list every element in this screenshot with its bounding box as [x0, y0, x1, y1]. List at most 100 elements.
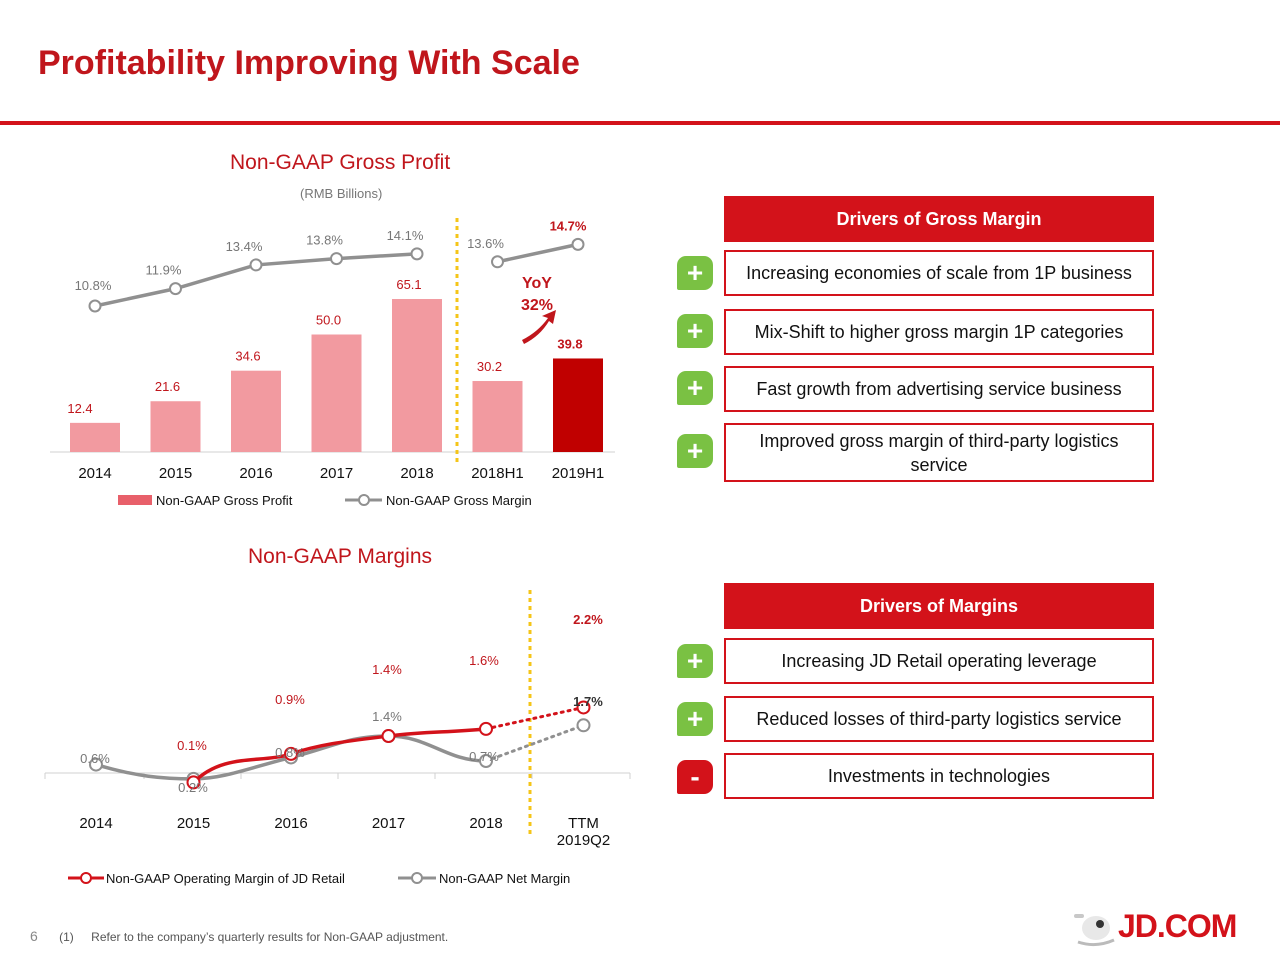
- gross-margin-driver-2: Mix-Shift to higher gross margin 1P cate…: [724, 309, 1154, 355]
- x-tick-label: 2017: [320, 465, 353, 482]
- gross-margin-driver-4: Improved gross margin of third-party log…: [724, 423, 1154, 482]
- bar-value-label: 65.1: [396, 277, 421, 292]
- operating-margin-label: 1.4%: [372, 662, 402, 677]
- page-number: 6: [30, 928, 38, 944]
- jd-logo: JD.COM: [1118, 908, 1237, 944]
- operating-margin-line: [192, 727, 487, 784]
- operating-margin-label: 1.6%: [469, 653, 499, 668]
- gross-margin-point: [88, 299, 102, 313]
- bar-value-label: 12.4: [67, 401, 92, 416]
- footnote: 6 (1) Refer to the company’s quarterly r…: [30, 928, 448, 944]
- gross-profit-chart: 12.4 2014 21.6 2015 34.6 2016 50.0 2017 65.1 2018…: [50, 218, 615, 508]
- operating-margin-point: [381, 729, 396, 744]
- x-tick-label: 2019H1: [552, 465, 605, 482]
- yoy-annotation: YoY: [522, 275, 552, 292]
- gross-margin-label: 14.1%: [387, 228, 424, 243]
- x-tick-sublabel: 2019Q2: [557, 832, 610, 849]
- gross-margin-point: [571, 237, 585, 251]
- net-margin-label: 1.4%: [372, 709, 402, 724]
- footnote-text: Refer to the company’s quarterly results…: [91, 930, 449, 944]
- x-tick-label: TTM: [568, 815, 599, 832]
- gross-margin-driver-3: Fast growth from advertising service bus…: [724, 366, 1154, 412]
- gross-margin-driver-1: Increasing economies of scale from 1P bu…: [724, 250, 1154, 296]
- margin-driver-3: Investments in technologies: [724, 753, 1154, 799]
- gross-margin-label: 13.8%: [306, 233, 343, 248]
- gross-margin-point: [491, 255, 504, 269]
- net-margin-label: 0.6%: [80, 751, 110, 766]
- gross-margin-point: [249, 258, 263, 272]
- gross-profit-chart-title: Non-GAAP Gross Profit: [230, 151, 451, 174]
- x-tick-label: 2018H1: [471, 465, 524, 482]
- gross-margin-point: [410, 247, 424, 261]
- gross-margin-label: 13.4%: [226, 239, 263, 254]
- x-tick-label: 2015: [159, 465, 192, 482]
- net-margin-point: [576, 718, 591, 733]
- bar: [311, 334, 362, 452]
- bar-value-label: 50.0: [316, 313, 341, 328]
- plus-icon: +: [677, 314, 713, 348]
- plus-icon: +: [677, 702, 713, 736]
- gross-profit-chart-subtitle: (RMB Billions): [300, 186, 383, 201]
- margin-drivers-heading: Drivers of Margins: [724, 583, 1154, 629]
- x-tick-label: 2016: [274, 815, 307, 832]
- bar: [392, 299, 442, 452]
- gross-margin-label: 11.9%: [146, 263, 182, 278]
- x-tick-label: 2015: [177, 815, 210, 832]
- bar-value-label: 21.6: [155, 379, 180, 394]
- legend-swatch-point: [411, 872, 423, 884]
- net-margin-label: 0.7%: [469, 749, 499, 764]
- bar-value-label: 39.8: [557, 336, 582, 351]
- minus-icon: -: [677, 760, 713, 794]
- operating-margin-point: [576, 700, 591, 715]
- net-margin-point: [89, 757, 103, 772]
- gross-margin-label: 10.8%: [75, 278, 112, 293]
- growth-arrow-icon: [522, 310, 556, 344]
- x-tick-label: 2016: [239, 465, 272, 482]
- gross-margin-drivers-heading: Drivers of Gross Margin: [724, 196, 1154, 242]
- legend-label: Non-GAAP Gross Profit: [156, 493, 293, 508]
- margin-driver-1: Increasing JD Retail operating leverage: [724, 638, 1154, 684]
- gross-margin-point: [330, 252, 343, 266]
- plus-icon: +: [677, 644, 713, 678]
- margin-driver-2: Reduced losses of third-party logistics …: [724, 696, 1154, 742]
- jd-mascot-icon: [1074, 914, 1115, 947]
- operating-margin-point: [479, 721, 493, 736]
- operating-margin-label: 2.2%: [573, 612, 603, 627]
- bar: [553, 358, 603, 452]
- bar: [472, 381, 523, 452]
- net-margin-label: 1.7%: [573, 694, 603, 709]
- plus-icon: +: [677, 256, 713, 290]
- x-tick-label: 2017: [372, 815, 405, 832]
- yoy-annotation-value: 32%: [521, 297, 553, 314]
- gross-margin-point: [169, 282, 182, 296]
- net-margin-label: 0.2%: [178, 780, 208, 795]
- operating-margin-point: [186, 775, 201, 790]
- gross-margin-label: 13.6%: [467, 236, 504, 251]
- x-tick-label: 2018: [469, 815, 502, 832]
- legend-swatch-bar: [118, 495, 152, 505]
- operating-margin-label: 0.9%: [275, 692, 305, 707]
- net-margin-point: [479, 754, 493, 769]
- bar: [231, 370, 281, 452]
- legend-label: Non-GAAP Gross Margin: [386, 493, 532, 508]
- legend-swatch-point: [358, 494, 370, 506]
- title-divider: [0, 121, 1280, 125]
- x-tick-label: 2018: [400, 465, 433, 482]
- legend-label: Non-GAAP Operating Margin of JD Retail: [106, 871, 345, 886]
- net-margin-projection: [484, 723, 585, 763]
- bar: [150, 401, 201, 452]
- gross-margin-line: [497, 242, 579, 264]
- operating-margin-label: 0.1%: [177, 738, 207, 753]
- plus-icon: +: [677, 434, 713, 468]
- x-tick-label: 2014: [78, 465, 111, 482]
- bar-value-label: 34.6: [235, 349, 260, 364]
- bar-value-label: 30.2: [477, 359, 502, 374]
- legend-swatch-point: [80, 872, 92, 884]
- plus-icon: +: [677, 371, 713, 405]
- margins-chart-title: Non-GAAP Margins: [248, 545, 433, 568]
- x-tick-label: 2014: [79, 815, 112, 832]
- legend-label: Non-GAAP Net Margin: [439, 871, 570, 886]
- page-title: Profitability Improving With Scale: [38, 44, 580, 82]
- net-margin-label: 0.8%: [275, 745, 305, 760]
